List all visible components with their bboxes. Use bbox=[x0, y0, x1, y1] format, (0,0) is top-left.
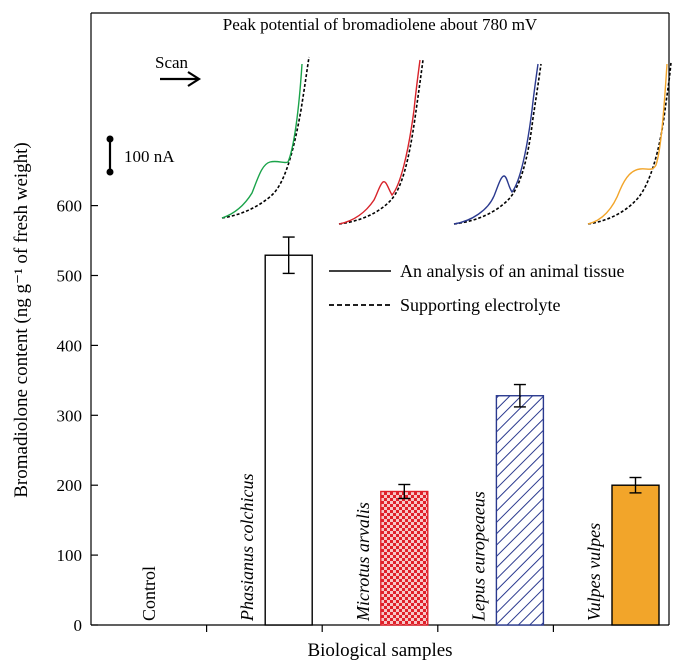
x-axis-title: Biological samples bbox=[307, 640, 452, 661]
y-tick-label: 600 bbox=[57, 197, 83, 216]
scale-bar-icon bbox=[106, 135, 114, 176]
voltammogram-electrolyte-vulpes bbox=[587, 61, 672, 225]
voltammogram-electrolyte-microtus bbox=[338, 59, 424, 225]
y-tick-label: 100 bbox=[57, 546, 83, 565]
y-tick-label: 300 bbox=[57, 406, 83, 425]
category-label: Vulpes vulpes bbox=[584, 523, 604, 621]
voltammogram-microtus bbox=[338, 59, 424, 225]
category-label: Phasianus colchicus bbox=[237, 474, 257, 622]
legend: An analysis of an animal tissue Supporti… bbox=[329, 261, 624, 315]
scan-arrow-icon bbox=[160, 71, 202, 87]
legend-label-dashed: Supporting electrolyte bbox=[400, 295, 560, 315]
y-tick-label: 400 bbox=[57, 336, 83, 355]
y-tick-label: 200 bbox=[57, 476, 83, 495]
voltammogram-sample-vulpes bbox=[587, 63, 668, 225]
bar bbox=[495, 395, 545, 626]
category-label: Control bbox=[139, 566, 159, 621]
voltammogram-phasianus bbox=[221, 56, 310, 219]
voltammogram-sample-lepus bbox=[453, 63, 539, 225]
y-tick-label: 500 bbox=[57, 267, 83, 286]
scale-label: 100 nA bbox=[124, 147, 175, 166]
voltammogram-sample-microtus bbox=[338, 59, 421, 225]
bar bbox=[380, 490, 429, 626]
y-tick-label: 0 bbox=[74, 616, 83, 635]
bar bbox=[264, 254, 313, 626]
legend-label-solid: An analysis of an animal tissue bbox=[400, 261, 624, 281]
voltammogram-electrolyte-lepus bbox=[453, 63, 542, 225]
y-axis-title: Bromadiolone content (ng g⁻¹ of fresh we… bbox=[11, 142, 32, 498]
chart-title: Peak potential of bromadiolene about 780… bbox=[223, 15, 538, 34]
voltammogram-lepus bbox=[453, 63, 542, 225]
voltammogram-vulpes bbox=[587, 61, 672, 225]
bar bbox=[611, 484, 660, 626]
category-label: Microtus arvalis bbox=[353, 502, 373, 622]
category-label: Lepus europeaeus bbox=[468, 491, 488, 622]
scan-label: Scan bbox=[155, 53, 189, 72]
voltammogram-electrolyte-phasianus bbox=[221, 56, 310, 219]
voltammogram-sample-phasianus bbox=[221, 63, 303, 219]
